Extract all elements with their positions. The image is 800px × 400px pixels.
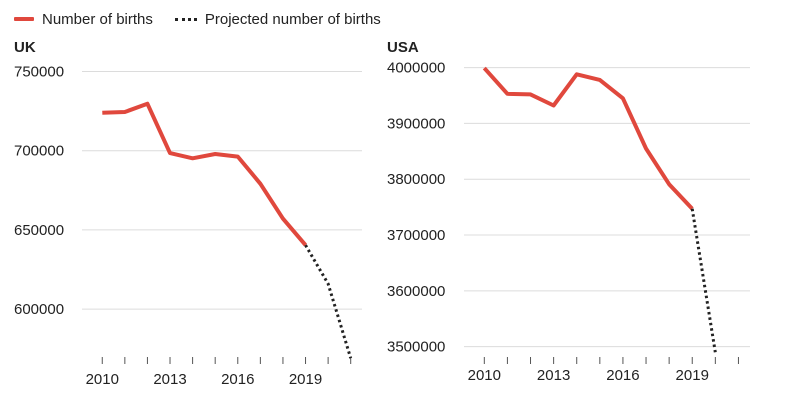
legend: Number of births Projected number of bir…: [14, 8, 381, 30]
uk-x-tick-label: 2016: [221, 371, 254, 388]
legend-label-actual: Number of births: [42, 10, 153, 28]
usa-chart: USA 4000000 3900000 3800000 3700000 3600000 35…: [387, 39, 750, 384]
usa-y-tick-label: 3800000: [387, 171, 445, 188]
uk-x-tick-label: 2013: [153, 371, 186, 388]
usa-births-series-line: [482, 66, 694, 211]
usa-x-tick-label: 2016: [606, 367, 639, 384]
usa-x-tick-label: 2010: [468, 367, 501, 384]
uk-x-tick-label: 2010: [86, 371, 119, 388]
usa-y-tick-label: 3600000: [387, 283, 445, 300]
uk-births-series-line: [102, 101, 308, 247]
uk-chart: UK 750000 700000 650000 600000 2010 2013 2016 20…: [14, 39, 362, 388]
usa-title: USA: [387, 39, 419, 56]
uk-title: UK: [14, 39, 36, 56]
legend-swatch-projected: [174, 17, 197, 21]
legend-label-projected: Projected number of births: [204, 10, 381, 28]
usa-x-tick-label: 2013: [537, 367, 570, 384]
uk-x-tick-label: 2019: [289, 371, 322, 388]
uk-projected-series-line: [304, 244, 353, 359]
usa-x-tick-label: 2019: [676, 367, 709, 384]
usa-projected-series-line: [690, 208, 717, 353]
legend-swatch-actual: [14, 17, 34, 21]
usa-y-tick-label: 3500000: [387, 339, 445, 356]
uk-y-tick-label: 600000: [14, 301, 64, 318]
legend-item-actual: Number of births: [14, 11, 153, 28]
uk-y-tick-label: 750000: [14, 64, 64, 81]
usa-y-tick-label: 4000000: [387, 60, 445, 77]
uk-y-tick-label: 650000: [14, 222, 64, 239]
legend-item-projected: Projected number of births: [174, 10, 381, 28]
usa-y-tick-label: 3900000: [387, 115, 445, 132]
usa-y-tick-label: 3700000: [387, 227, 445, 244]
uk-y-tick-label: 700000: [14, 143, 64, 160]
